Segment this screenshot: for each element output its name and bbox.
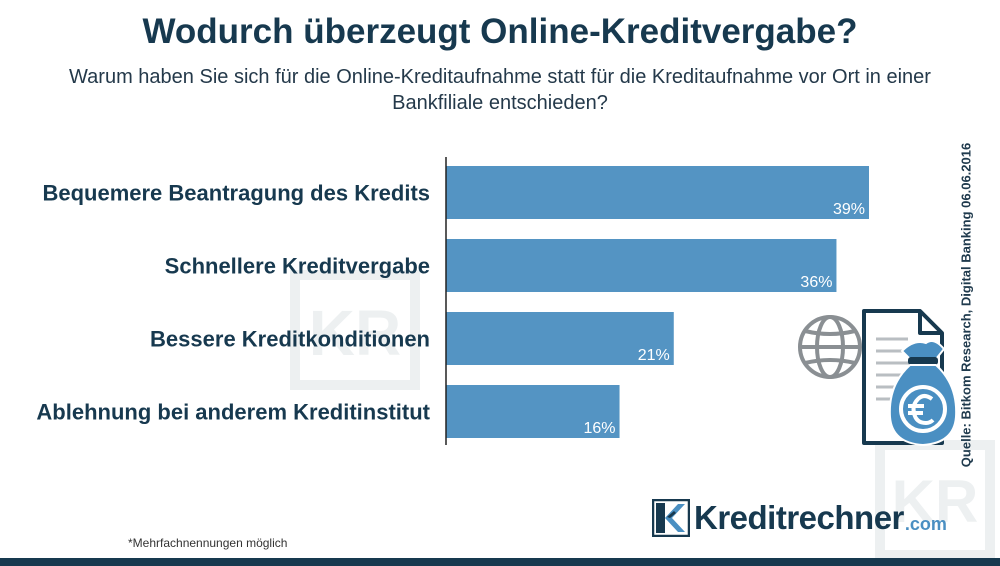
value-label-2: 36% xyxy=(800,274,832,291)
euro-icon xyxy=(899,385,947,433)
bar-1 xyxy=(446,166,869,219)
chart-subtitle: Warum haben Sie sich für die Online-Kred… xyxy=(69,66,931,114)
bar-2 xyxy=(446,239,837,292)
category-label-1: Bequemere Beantragung des Kredits xyxy=(42,181,430,206)
bar-4 xyxy=(446,385,620,438)
category-label-2: Schnellere Kreditvergabe xyxy=(165,254,430,279)
category-label-3: Bessere Kreditkonditionen xyxy=(150,327,430,352)
logo-suffix: .com xyxy=(904,513,947,534)
watermark-text: KR xyxy=(309,297,401,369)
globe-icon xyxy=(798,315,862,379)
brand-logo[interactable]: Kreditrechner .com xyxy=(652,496,947,540)
source-text: Quelle: Bitkom Research, Digital Banking… xyxy=(958,142,974,468)
footer-bar xyxy=(0,558,1000,566)
watermark-text: KR xyxy=(892,468,979,535)
logo-text: Kreditrechner xyxy=(694,499,904,536)
bar-3 xyxy=(446,312,674,365)
value-label-3: 21% xyxy=(638,347,670,364)
source-note: Quelle: Bitkom Research, Digital Banking… xyxy=(956,143,976,467)
logo-mark-icon xyxy=(652,499,690,537)
footnote: *Mehrfachnennungen möglich xyxy=(128,536,288,550)
chart-title: Wodurch überzeugt Online-Kreditvergabe? xyxy=(142,12,858,51)
value-label-1: 39% xyxy=(833,201,865,218)
watermark-logo-right: KR xyxy=(875,440,995,560)
watermark-logo-left: KR xyxy=(290,270,420,390)
category-label-4: Ablehnung bei anderem Kreditinstitut xyxy=(36,400,430,425)
money-bag-icon xyxy=(888,340,958,447)
bar-group: Bequemere Beantragung des Kredits 39% Schn… xyxy=(36,166,869,438)
finance-illustration xyxy=(798,309,958,447)
value-label-4: 16% xyxy=(584,420,616,437)
